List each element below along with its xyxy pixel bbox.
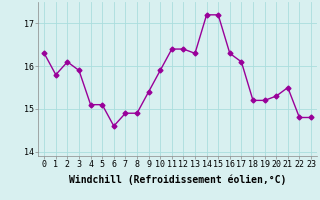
- X-axis label: Windchill (Refroidissement éolien,°C): Windchill (Refroidissement éolien,°C): [69, 175, 286, 185]
